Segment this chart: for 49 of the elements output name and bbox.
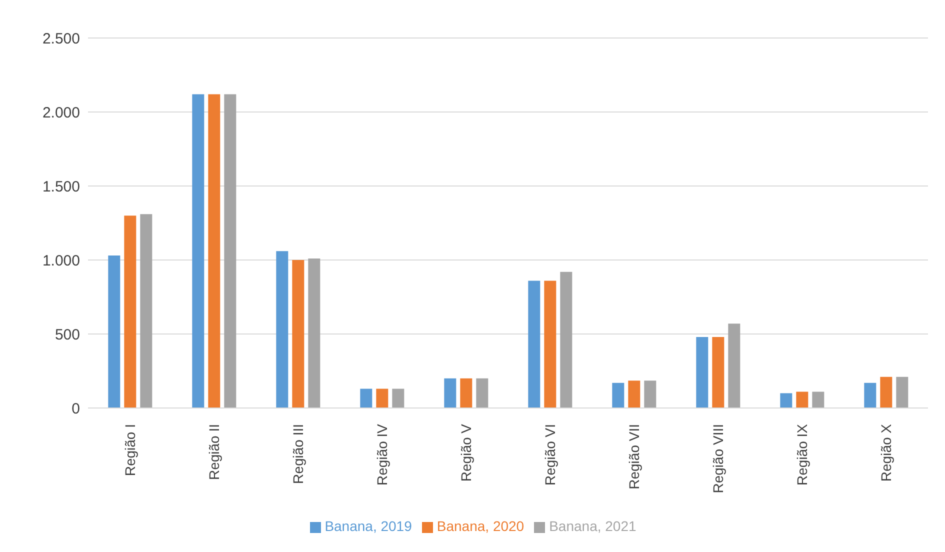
y-tick-label: 2.500 <box>42 30 80 48</box>
bar <box>712 336 724 408</box>
bar <box>392 388 404 408</box>
bar <box>208 94 220 408</box>
legend-label: Banana, 2019 <box>324 518 412 534</box>
x-tick-label: Região I <box>122 424 138 476</box>
bar <box>880 376 892 408</box>
legend-label: Banana, 2020 <box>436 518 524 534</box>
bar <box>360 388 372 408</box>
bar <box>124 216 136 408</box>
bar <box>192 94 204 408</box>
bar <box>612 382 624 408</box>
bar <box>308 258 320 408</box>
bar <box>444 378 456 408</box>
x-tick-label: Região V <box>458 423 474 482</box>
y-tick-label: 1.500 <box>42 178 80 196</box>
y-tick-label: 2.000 <box>42 104 80 122</box>
legend-label: Banana, 2021 <box>549 518 636 534</box>
bar <box>896 376 908 408</box>
y-tick-label: 1.000 <box>42 252 80 270</box>
bar <box>796 392 808 408</box>
y-tick-label: 500 <box>54 326 80 344</box>
x-tick-label: Região III <box>290 424 306 484</box>
x-tick-label: Região IV <box>374 423 390 486</box>
bar <box>276 251 288 408</box>
bar <box>292 260 304 408</box>
bar <box>812 392 824 408</box>
x-tick-label: Região VIII <box>710 424 726 494</box>
x-tick-label: Região VII <box>626 424 642 490</box>
bar <box>780 393 792 408</box>
bar <box>560 272 572 408</box>
bar <box>528 280 540 408</box>
bar <box>544 280 556 408</box>
y-tick-label: 0 <box>72 400 80 418</box>
x-tick-label: Região IX <box>794 423 810 486</box>
x-tick-label: Região X <box>878 423 894 482</box>
bar <box>140 214 152 408</box>
bar <box>728 324 740 408</box>
bar <box>628 380 640 408</box>
bar <box>864 382 876 408</box>
bar <box>376 388 388 408</box>
bar <box>460 378 472 408</box>
bar <box>476 378 488 408</box>
bar <box>108 256 120 408</box>
bar <box>224 94 236 408</box>
x-tick-label: Região II <box>206 424 222 480</box>
x-tick-label: Região VI <box>542 424 558 486</box>
bar <box>644 380 656 408</box>
bar <box>696 336 708 408</box>
